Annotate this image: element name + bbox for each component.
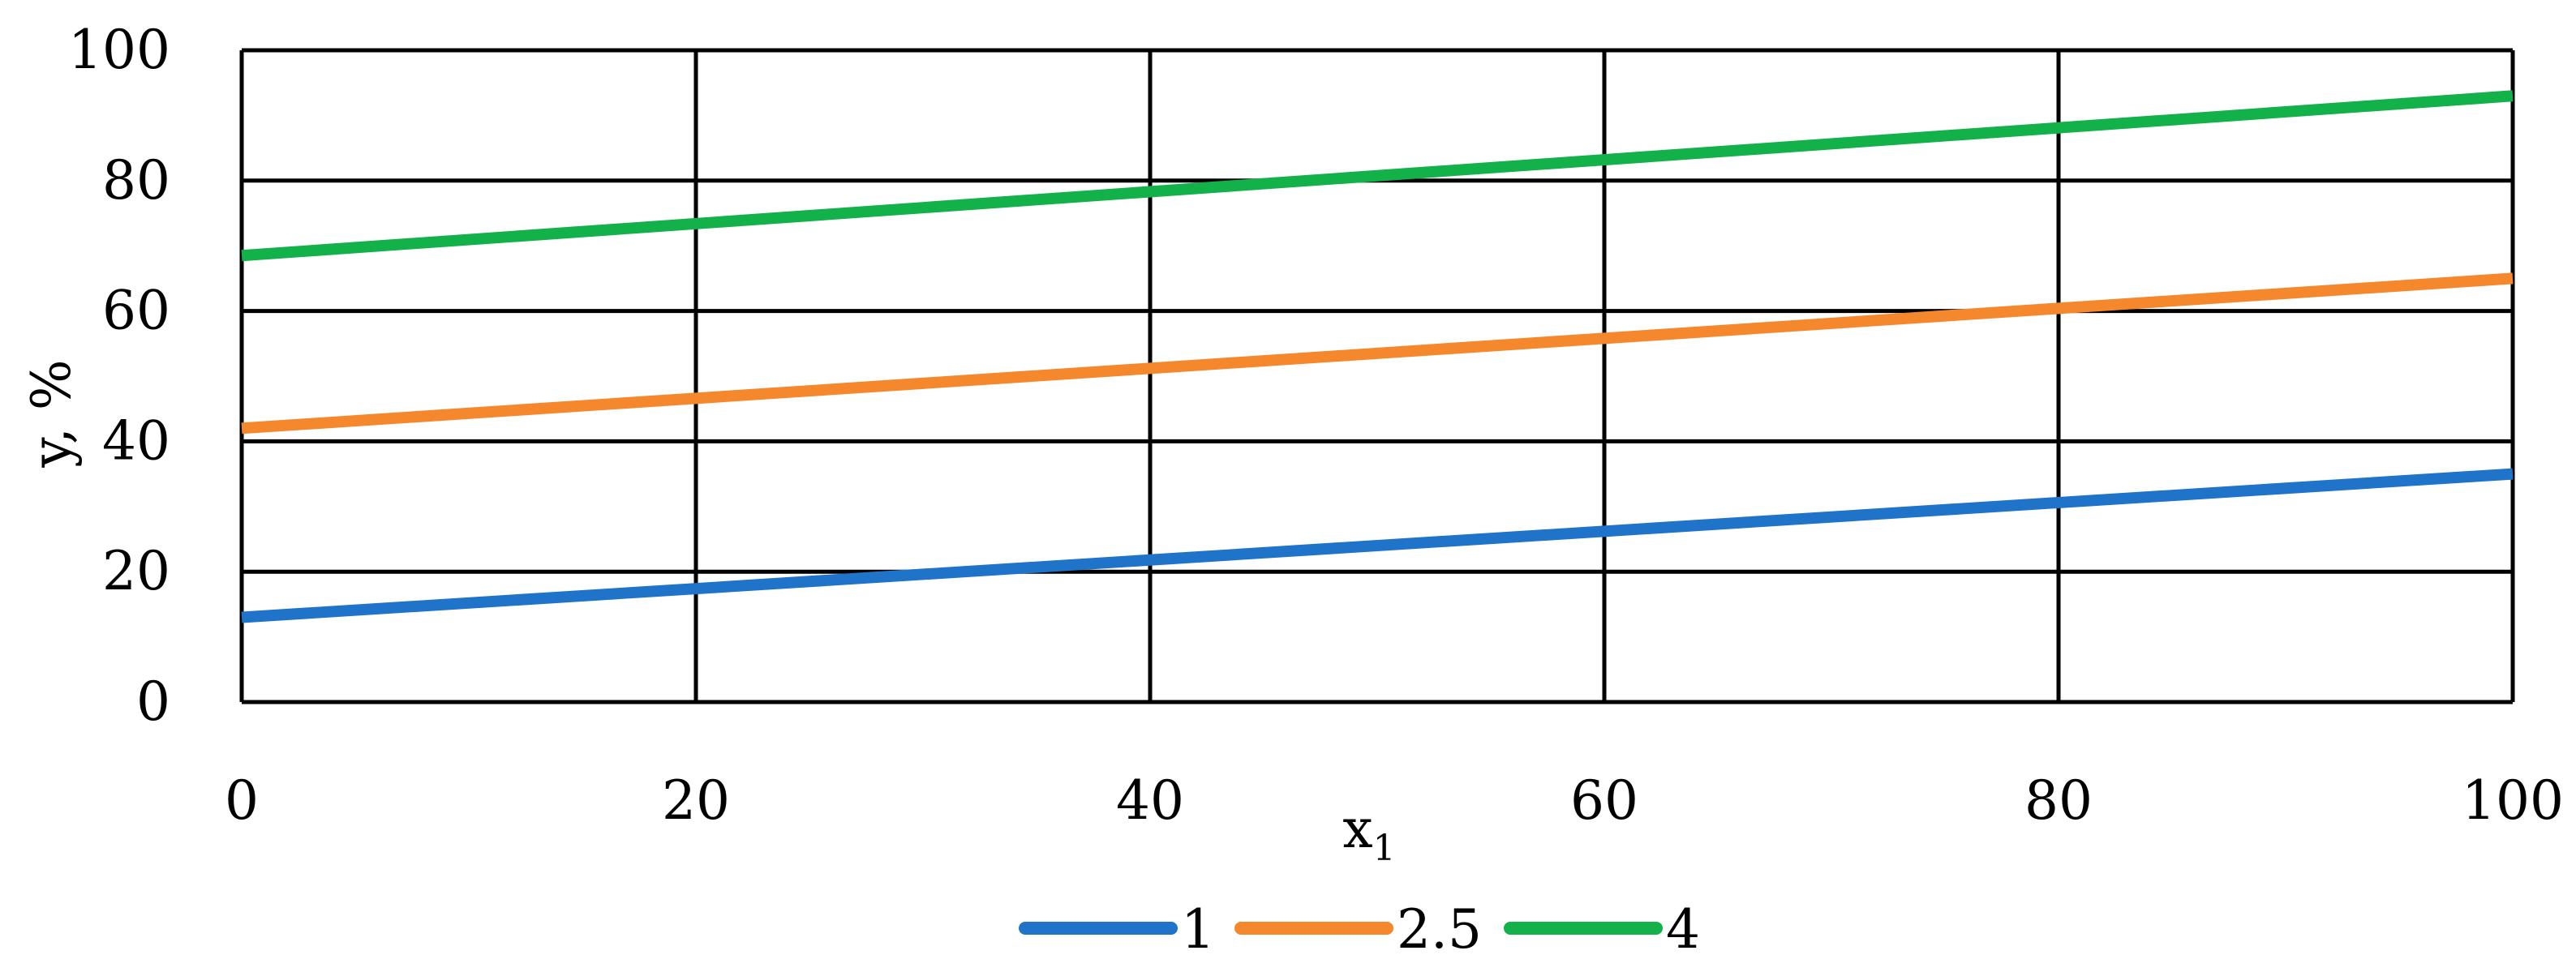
x-axis-label: x1 (1342, 798, 1395, 869)
y-tick-label-5: 100 (68, 19, 170, 81)
legend: 1 2.5 4 (1019, 898, 1700, 961)
grid (239, 48, 2515, 704)
x-tick-label-1: 20 (662, 769, 730, 832)
series-line-0 (241, 468, 2514, 623)
series-line-2 (241, 90, 2514, 262)
series-line-1 (241, 272, 2514, 435)
x-tick-label-4: 80 (2024, 769, 2093, 832)
series-lines (241, 90, 2514, 623)
x-tick-label-5: 100 (2462, 769, 2564, 832)
y-tick-label-1: 20 (102, 540, 170, 602)
legend-label-2: 4 (1666, 898, 1700, 961)
y-tick-label-3: 60 (102, 280, 170, 342)
y-tick-label-4: 80 (102, 149, 170, 212)
y-tick-labels: 0 20 40 60 80 100 (68, 19, 170, 733)
x-tick-label-0: 0 (225, 769, 259, 832)
x-axis-label-subscript: 1 (1373, 828, 1396, 869)
y-tick-label-2: 40 (102, 409, 170, 472)
x-axis-label-main: x (1342, 798, 1372, 860)
y-axis-label: y, % (20, 359, 83, 468)
x-tick-labels: 0 20 40 60 80 100 (225, 769, 2564, 832)
legend-label-0: 1 (1181, 898, 1215, 961)
legend-label-1: 2.5 (1397, 898, 1482, 961)
y-tick-label-0: 0 (136, 670, 170, 733)
x-tick-label-3: 60 (1570, 769, 1638, 832)
x-tick-label-2: 40 (1116, 769, 1184, 832)
